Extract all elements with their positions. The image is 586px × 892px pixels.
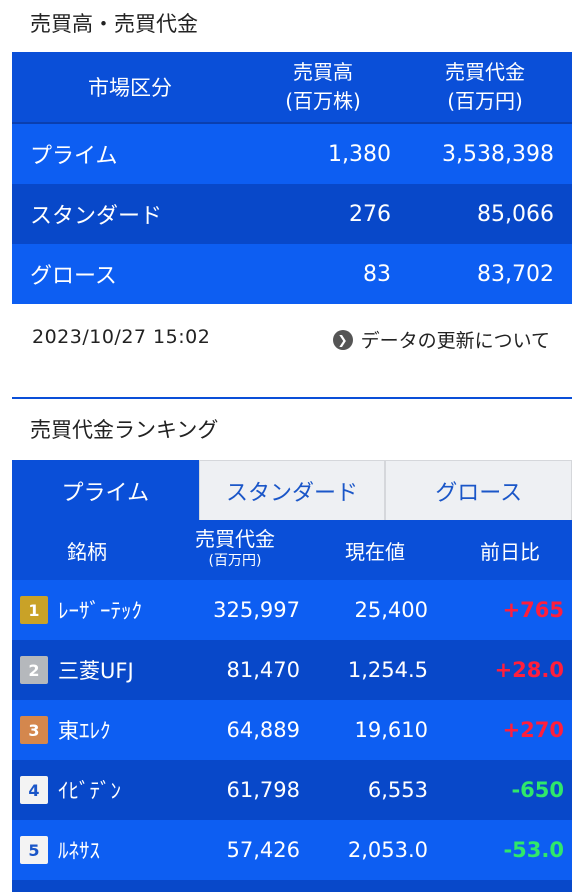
volume-cell: 276 [349,201,391,227]
current-price: 6,553 [367,778,428,802]
table-row: グロース 83 83,702 [12,244,572,304]
ranking-row-partial [12,880,572,892]
trading-value: 325,997 [213,598,300,622]
price-change: -53.0 [503,838,564,862]
current-price: 1,254.5 [347,658,428,682]
data-update-link-label: データの更新について [360,330,550,352]
header-volume-label: 売買高 [293,60,353,84]
price-change: +270 [502,718,564,742]
header-value-unit: (百万円) [208,553,262,569]
volume-cell: 1,380 [328,141,391,167]
table-row: プライム 1,380 3,538,398 [12,124,572,184]
tab-growth[interactable]: グロース [385,460,573,520]
volume-table-header: 市場区分 売買高 (百万株) 売買代金 (百万円) [12,52,572,124]
stock-cell: 3 東ｴﾚｸ [12,715,172,745]
header-value: 売買代金 (百万円) [162,528,308,572]
header-change: 前日比 [480,539,540,564]
rank-badge: 1 [20,596,48,624]
header-value-label: 売買代金 [195,527,275,551]
ranking-row[interactable]: 5 ﾙﾈｻｽ 57,426 2,053.0 -53.0 [12,820,572,880]
tab-standard[interactable]: スタンダード [198,460,386,520]
header-market: 市場区分 [88,76,172,100]
current-price: 19,610 [354,718,428,742]
stock-cell: 2 三菱UFJ [12,655,172,685]
section-divider [12,397,572,399]
market-name: プライム [30,144,118,169]
stock-cell: 5 ﾙﾈｻｽ [12,835,172,865]
ranking-row[interactable]: 1 ﾚｰｻﾞｰﾃｯｸ 325,997 25,400 +765 [12,580,572,640]
value-cell: 83,702 [477,261,554,287]
value-cell: 3,538,398 [442,141,554,167]
volume-table: 市場区分 売買高 (百万株) 売買代金 (百万円) プライム 1,380 3,5… [12,52,572,304]
section-title-ranking: 売買代金ランキング [30,418,219,442]
stock-name: 三菱UFJ [58,659,134,683]
price-change: +765 [502,598,564,622]
rank-badge: 2 [20,656,48,684]
current-price: 25,400 [354,598,428,622]
ranking-row[interactable]: 3 東ｴﾚｸ 64,889 19,610 +270 [12,700,572,760]
header-volume-unit: (百万株) [285,89,361,113]
value-cell: 85,066 [477,201,554,227]
market-name: スタンダード [30,204,163,229]
stock-name: 東ｴﾚｸ [58,719,111,743]
rank-badge: 5 [20,836,48,864]
header-price: 現在値 [345,539,405,564]
trading-value: 57,426 [226,838,300,862]
trading-value: 61,798 [226,778,300,802]
ranking-tabs: プライム スタンダード グロース [12,460,573,520]
ranking-row[interactable]: 4 ｲﾋﾞﾃﾞﾝ 61,798 6,553 -650 [12,760,572,820]
trading-value: 64,889 [226,718,300,742]
ranking-panel: プライム スタンダード グロース 銘柄 売買代金 (百万円) 現在値 前日比 1… [12,460,573,880]
section-title-volume: 売買高・売買代金 [30,12,198,36]
stock-cell: 4 ｲﾋﾞﾃﾞﾝ [12,775,172,805]
data-update-link[interactable]: ❯ データの更新について [332,326,550,353]
chevron-right-icon: ❯ [332,329,353,350]
price-change: -650 [511,778,564,802]
header-value-unit: (百万円) [447,89,523,113]
rank-badge: 4 [20,776,48,804]
stock-name: ﾚｰｻﾞｰﾃｯｸ [58,599,142,623]
trading-value: 81,470 [226,658,300,682]
price-change: +28.0 [494,658,564,682]
header-name: 銘柄 [67,539,107,564]
ranking-row[interactable]: 2 三菱UFJ 81,470 1,254.5 +28.0 [12,640,572,700]
tab-prime[interactable]: プライム [12,460,199,520]
volume-cell: 83 [363,261,391,287]
stock-cell: 1 ﾚｰｻﾞｰﾃｯｸ [12,595,172,625]
stock-name: ﾙﾈｻｽ [58,839,100,863]
market-name: グロース [30,264,117,289]
current-price: 2,053.0 [347,838,428,862]
header-value: 売買代金 (百万円) [398,58,572,116]
header-volume: 売買高 (百万株) [248,58,398,116]
table-row: スタンダード 276 85,066 [12,184,572,244]
stock-name: ｲﾋﾞﾃﾞﾝ [58,779,121,803]
updated-timestamp: 2023/10/27 15:02 [32,326,211,348]
rank-badge: 3 [20,716,48,744]
ranking-header: 銘柄 売買代金 (百万円) 現在値 前日比 [12,520,572,580]
header-value-label: 売買代金 [445,60,525,84]
